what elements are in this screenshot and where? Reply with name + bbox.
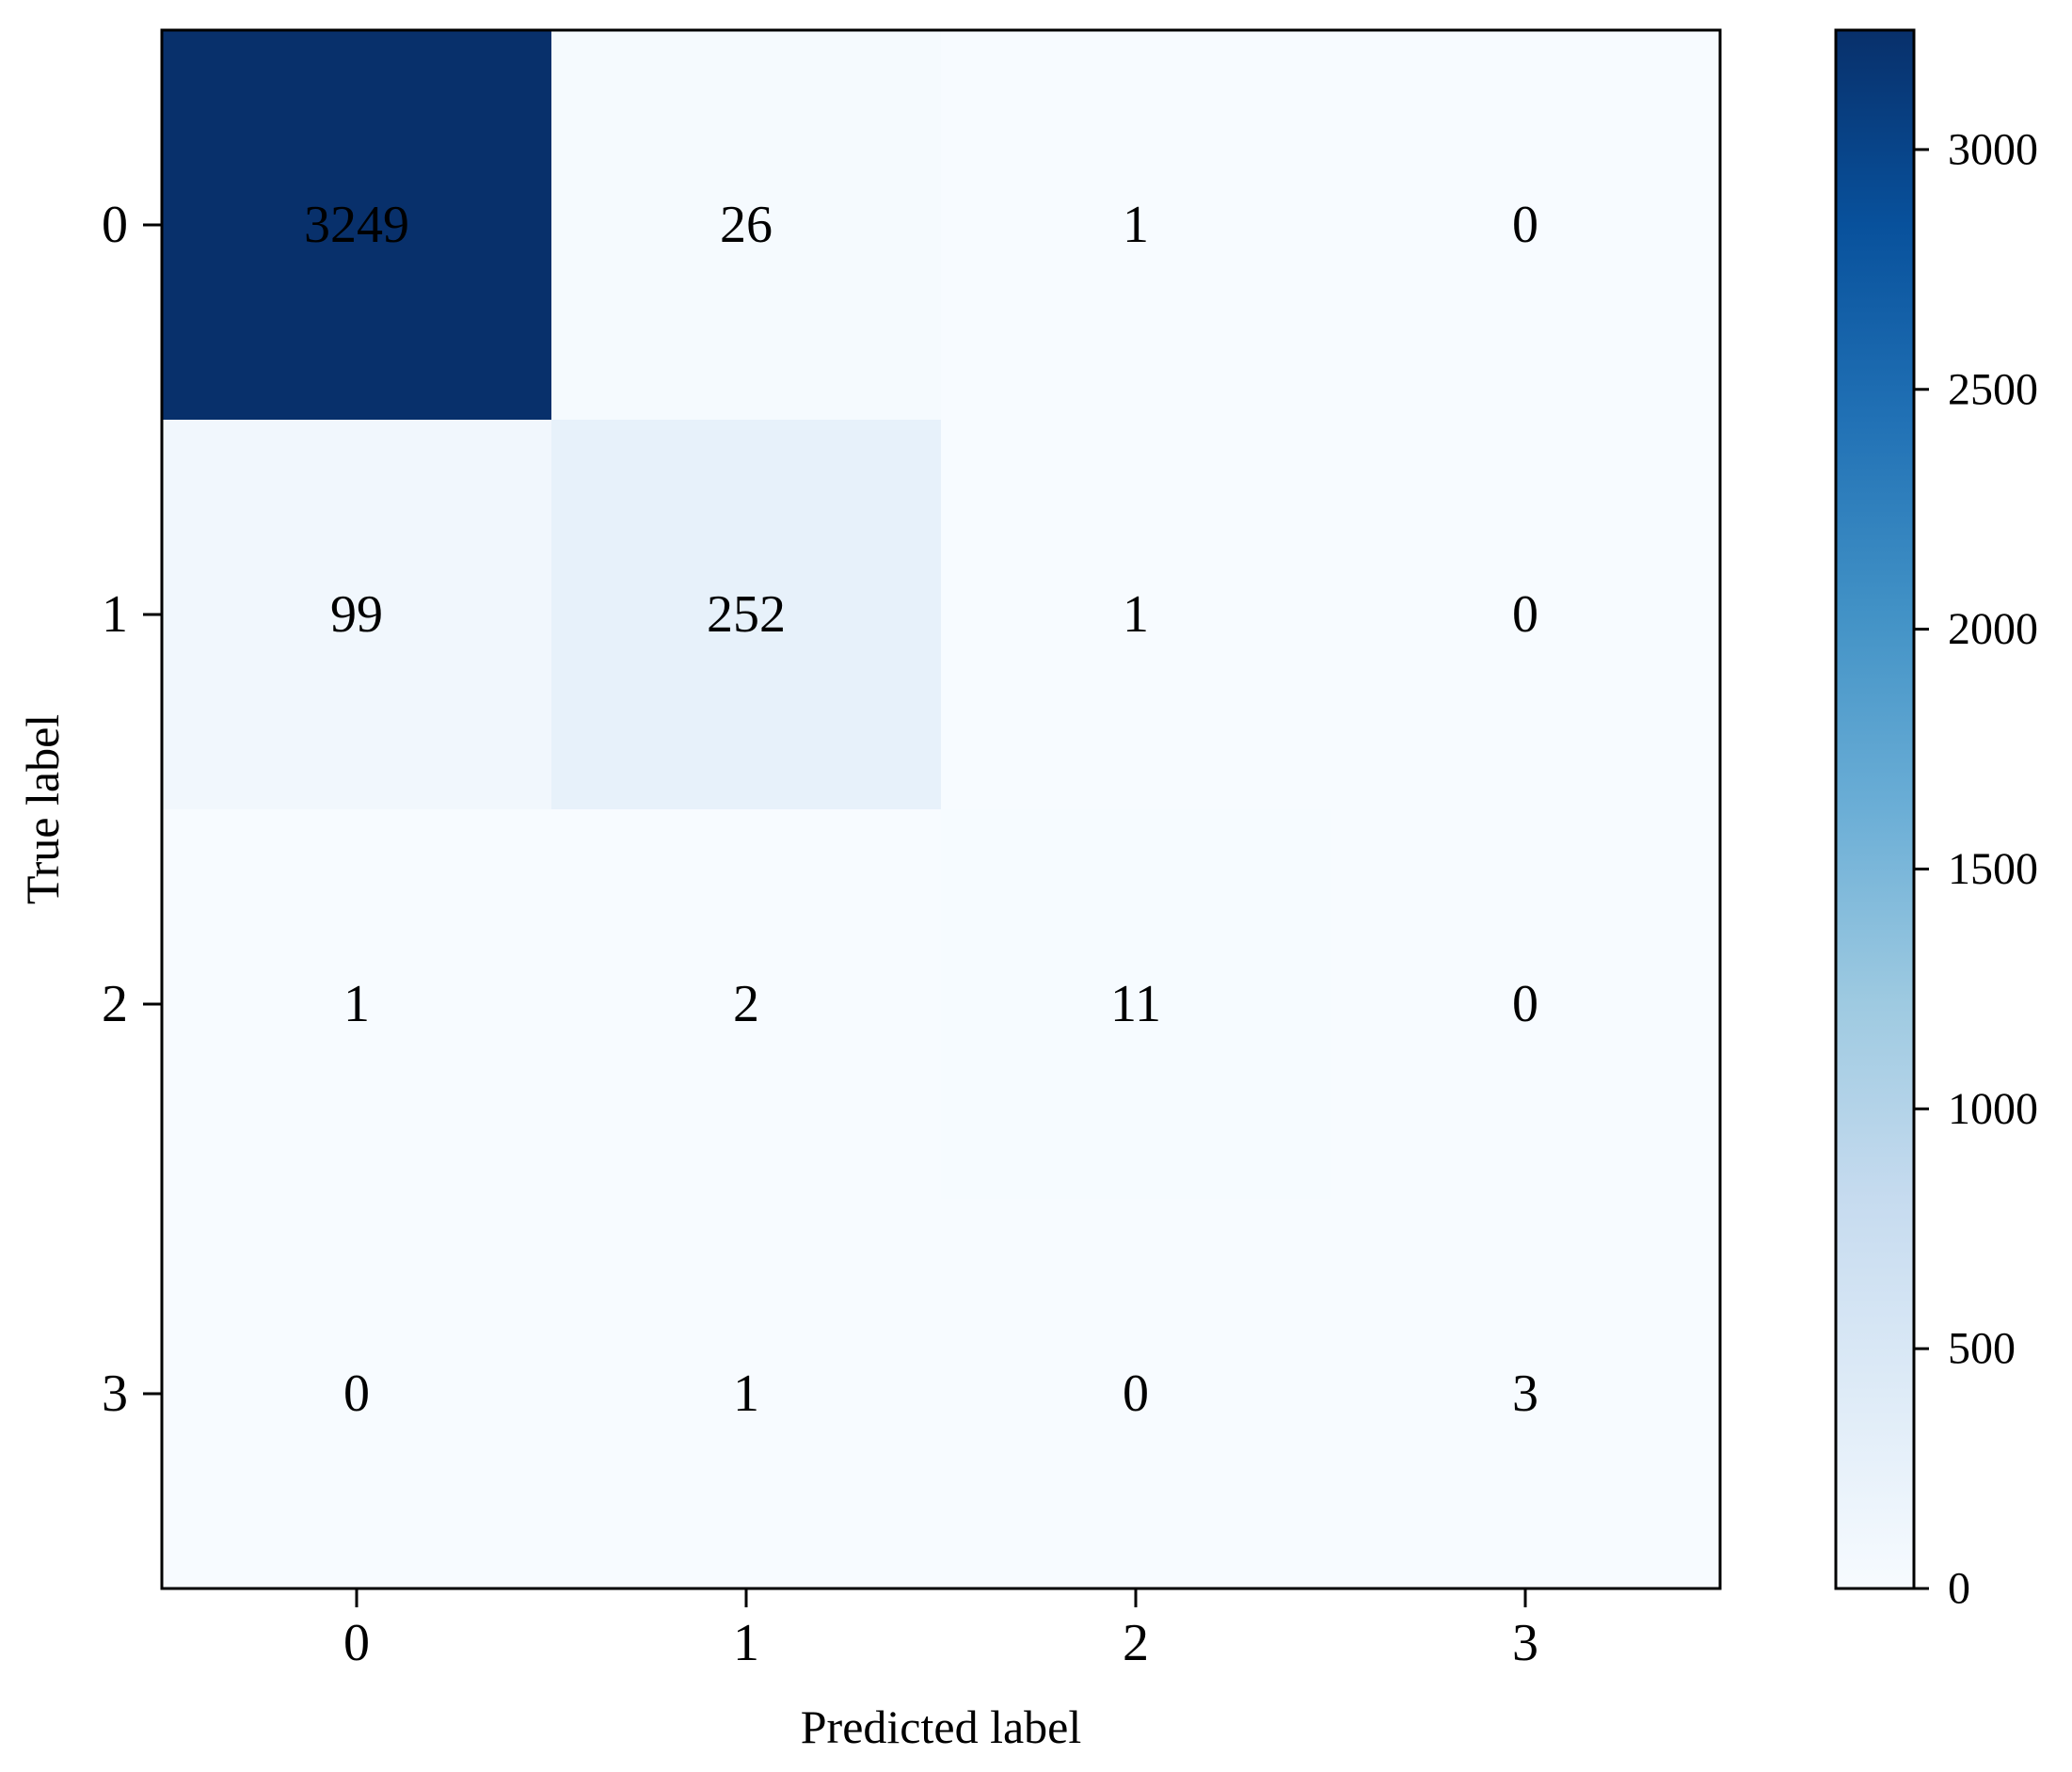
- y-tick-label: 0: [102, 196, 128, 254]
- heatmap-cell-r2-c2: [941, 809, 1331, 1200]
- y-tick-label: 2: [102, 975, 128, 1033]
- heatmap-cell-r1-c1: [551, 420, 942, 810]
- heatmap-cell-r2-c3: [1331, 809, 1721, 1200]
- heatmap-cell-r1-c3: [1331, 420, 1721, 810]
- colorbar-tick-label: 1000: [1948, 1084, 2038, 1134]
- heatmap-cell-r1-c0: [162, 420, 552, 810]
- y-axis-label: True label: [16, 714, 69, 904]
- cell-value-label: 3: [1512, 1365, 1538, 1423]
- heatmap-cell-r0-c3: [1331, 30, 1721, 421]
- heatmap-cell-r3-c3: [1331, 1199, 1721, 1589]
- cell-value-label: 252: [707, 585, 786, 644]
- cell-value-label: 11: [1110, 975, 1161, 1033]
- heatmap-cell-r3-c2: [941, 1199, 1331, 1589]
- heatmap-cell-r0-c1: [551, 30, 942, 421]
- cell-value-label: 0: [1512, 975, 1538, 1033]
- cell-value-label: 99: [330, 585, 383, 644]
- colorbar-tick-label: 3000: [1948, 124, 2038, 174]
- heatmap-cell-r2-c1: [551, 809, 942, 1200]
- heatmap-cell-r3-c1: [551, 1199, 942, 1589]
- x-tick-label: 3: [1512, 1614, 1538, 1672]
- cell-value-label: 2: [733, 975, 759, 1033]
- cell-value-label: 0: [1512, 196, 1538, 254]
- heatmap-cell-r3-c0: [162, 1199, 552, 1589]
- cell-value-label: 3249: [304, 196, 409, 254]
- cell-value-label: 1: [1123, 585, 1149, 644]
- y-tick-label: 1: [102, 585, 128, 644]
- cell-value-label: 1: [343, 975, 370, 1033]
- colorbar-tick-label: 1500: [1948, 844, 2038, 894]
- x-tick-label: 1: [733, 1614, 759, 1672]
- heatmap-cell-r0-c0: [162, 30, 552, 421]
- x-tick-label: 2: [1123, 1614, 1149, 1672]
- cell-value-label: 26: [720, 196, 773, 254]
- x-tick-label: 0: [343, 1614, 370, 1672]
- colorbar-ticks: 0 500 1000 1500 2000 2500 3000: [1914, 124, 2038, 1614]
- heatmap-cell-r0-c2: [941, 30, 1331, 421]
- cell-value-label: 0: [1512, 585, 1538, 644]
- cell-value-label: 0: [1123, 1365, 1149, 1423]
- colorbar: [1834, 28, 1916, 1590]
- x-axis-ticks: 0 1 2 3: [343, 1588, 1538, 1672]
- heatmap-cells: [162, 30, 1721, 1589]
- cell-value-label: 0: [343, 1365, 370, 1423]
- heatmap-cell-r1-c2: [941, 420, 1331, 810]
- heatmap-cell-r2-c0: [162, 809, 552, 1200]
- y-axis-ticks: 0 1 2 3: [102, 196, 162, 1423]
- colorbar-tick-label: 0: [1948, 1564, 1970, 1614]
- x-axis-label: Predicted label: [801, 1700, 1082, 1753]
- cell-value-labels: 3249 26 1 0 99 252 1 0 1 2 11 0 0 1 0 3: [304, 196, 1538, 1423]
- cell-value-label: 1: [733, 1365, 759, 1423]
- cell-value-label: 1: [1123, 196, 1149, 254]
- colorbar-tick-label: 2500: [1948, 364, 2038, 414]
- colorbar-tick-label: 2000: [1948, 604, 2038, 654]
- colorbar-tick-label: 500: [1948, 1324, 2016, 1374]
- plot-frame: [160, 28, 1722, 1590]
- y-tick-label: 3: [102, 1365, 128, 1423]
